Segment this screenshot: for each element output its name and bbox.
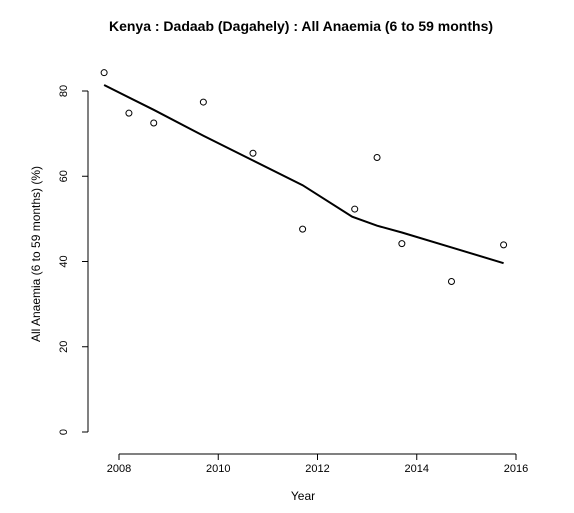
x-tick-label: 2008 xyxy=(107,463,131,475)
chart-title: Kenya : Dadaab (Dagahely) : All Anaemia … xyxy=(109,18,493,34)
data-point xyxy=(150,119,158,127)
points-layer xyxy=(100,69,508,286)
y-axis: 0 20 40 60 80 xyxy=(58,85,89,435)
data-point xyxy=(100,69,108,77)
y-tick-label: 0 xyxy=(58,429,70,435)
x-tick-label: 2012 xyxy=(305,463,329,475)
data-point xyxy=(351,205,359,213)
y-tick-label: 80 xyxy=(58,85,70,97)
data-point xyxy=(398,240,406,248)
trend-line xyxy=(103,84,504,265)
x-axis: 2008 2010 2012 2014 2016 xyxy=(107,453,528,475)
data-point xyxy=(249,149,257,157)
x-tick-label: 2014 xyxy=(405,463,429,475)
y-tick-label: 40 xyxy=(58,255,70,267)
y-tick-label: 20 xyxy=(58,341,70,353)
data-point xyxy=(500,241,508,249)
x-tick-label: 2010 xyxy=(206,463,230,475)
x-tick-label: 2016 xyxy=(504,463,528,475)
data-point xyxy=(447,278,455,286)
data-point xyxy=(199,98,207,106)
trend-layer xyxy=(103,84,504,265)
y-tick-label: 60 xyxy=(58,170,70,182)
y-axis-label: All Anaemia (6 to 59 months) (%) xyxy=(29,166,43,342)
data-point xyxy=(125,109,133,117)
data-point xyxy=(373,153,381,161)
x-axis-label: Year xyxy=(291,489,315,503)
data-point xyxy=(299,225,307,233)
